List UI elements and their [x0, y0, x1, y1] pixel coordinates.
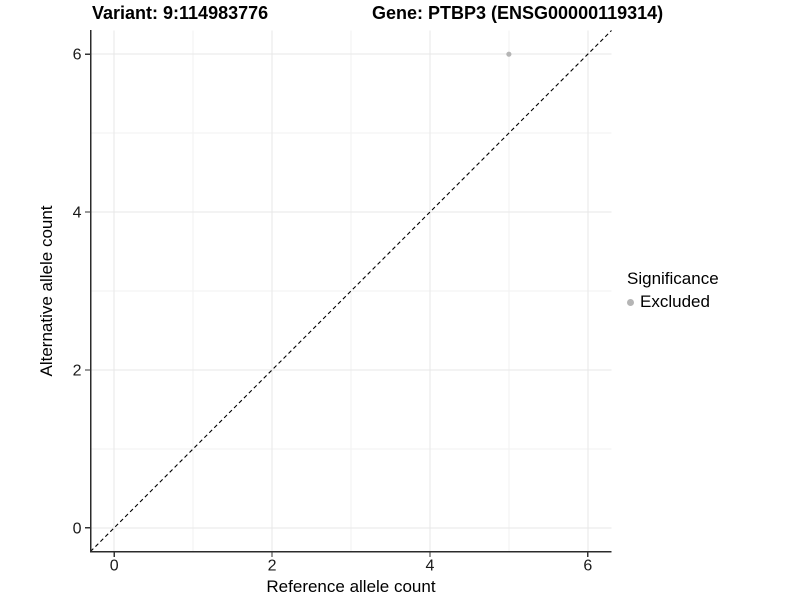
legend-title: Significance: [627, 269, 719, 288]
legend: Significance Excluded: [627, 268, 719, 313]
y-axis-label: Alternative allele count: [37, 205, 56, 376]
y-tick-label: 0: [73, 520, 82, 537]
x-tick-label: 0: [110, 558, 119, 575]
data-point: [506, 51, 512, 57]
x-axis-label: Reference allele count: [266, 577, 435, 596]
plot-title-gene: Gene: PTBP3 (ENSG00000119314): [372, 3, 664, 23]
legend-item-label: Excluded: [640, 292, 710, 311]
legend-item-excluded: Excluded: [627, 291, 719, 313]
legend-point-icon: [627, 298, 634, 306]
x-tick-label: 6: [583, 558, 592, 575]
x-tick-label: 4: [425, 558, 434, 575]
y-tick-label: 4: [73, 205, 82, 222]
y-tick-label: 6: [73, 47, 82, 64]
identity-line: [90, 30, 612, 552]
plot-title-variant: Variant: 9:114983776: [92, 3, 269, 23]
y-tick-label: 2: [73, 362, 82, 379]
x-tick-label: 2: [268, 558, 277, 575]
